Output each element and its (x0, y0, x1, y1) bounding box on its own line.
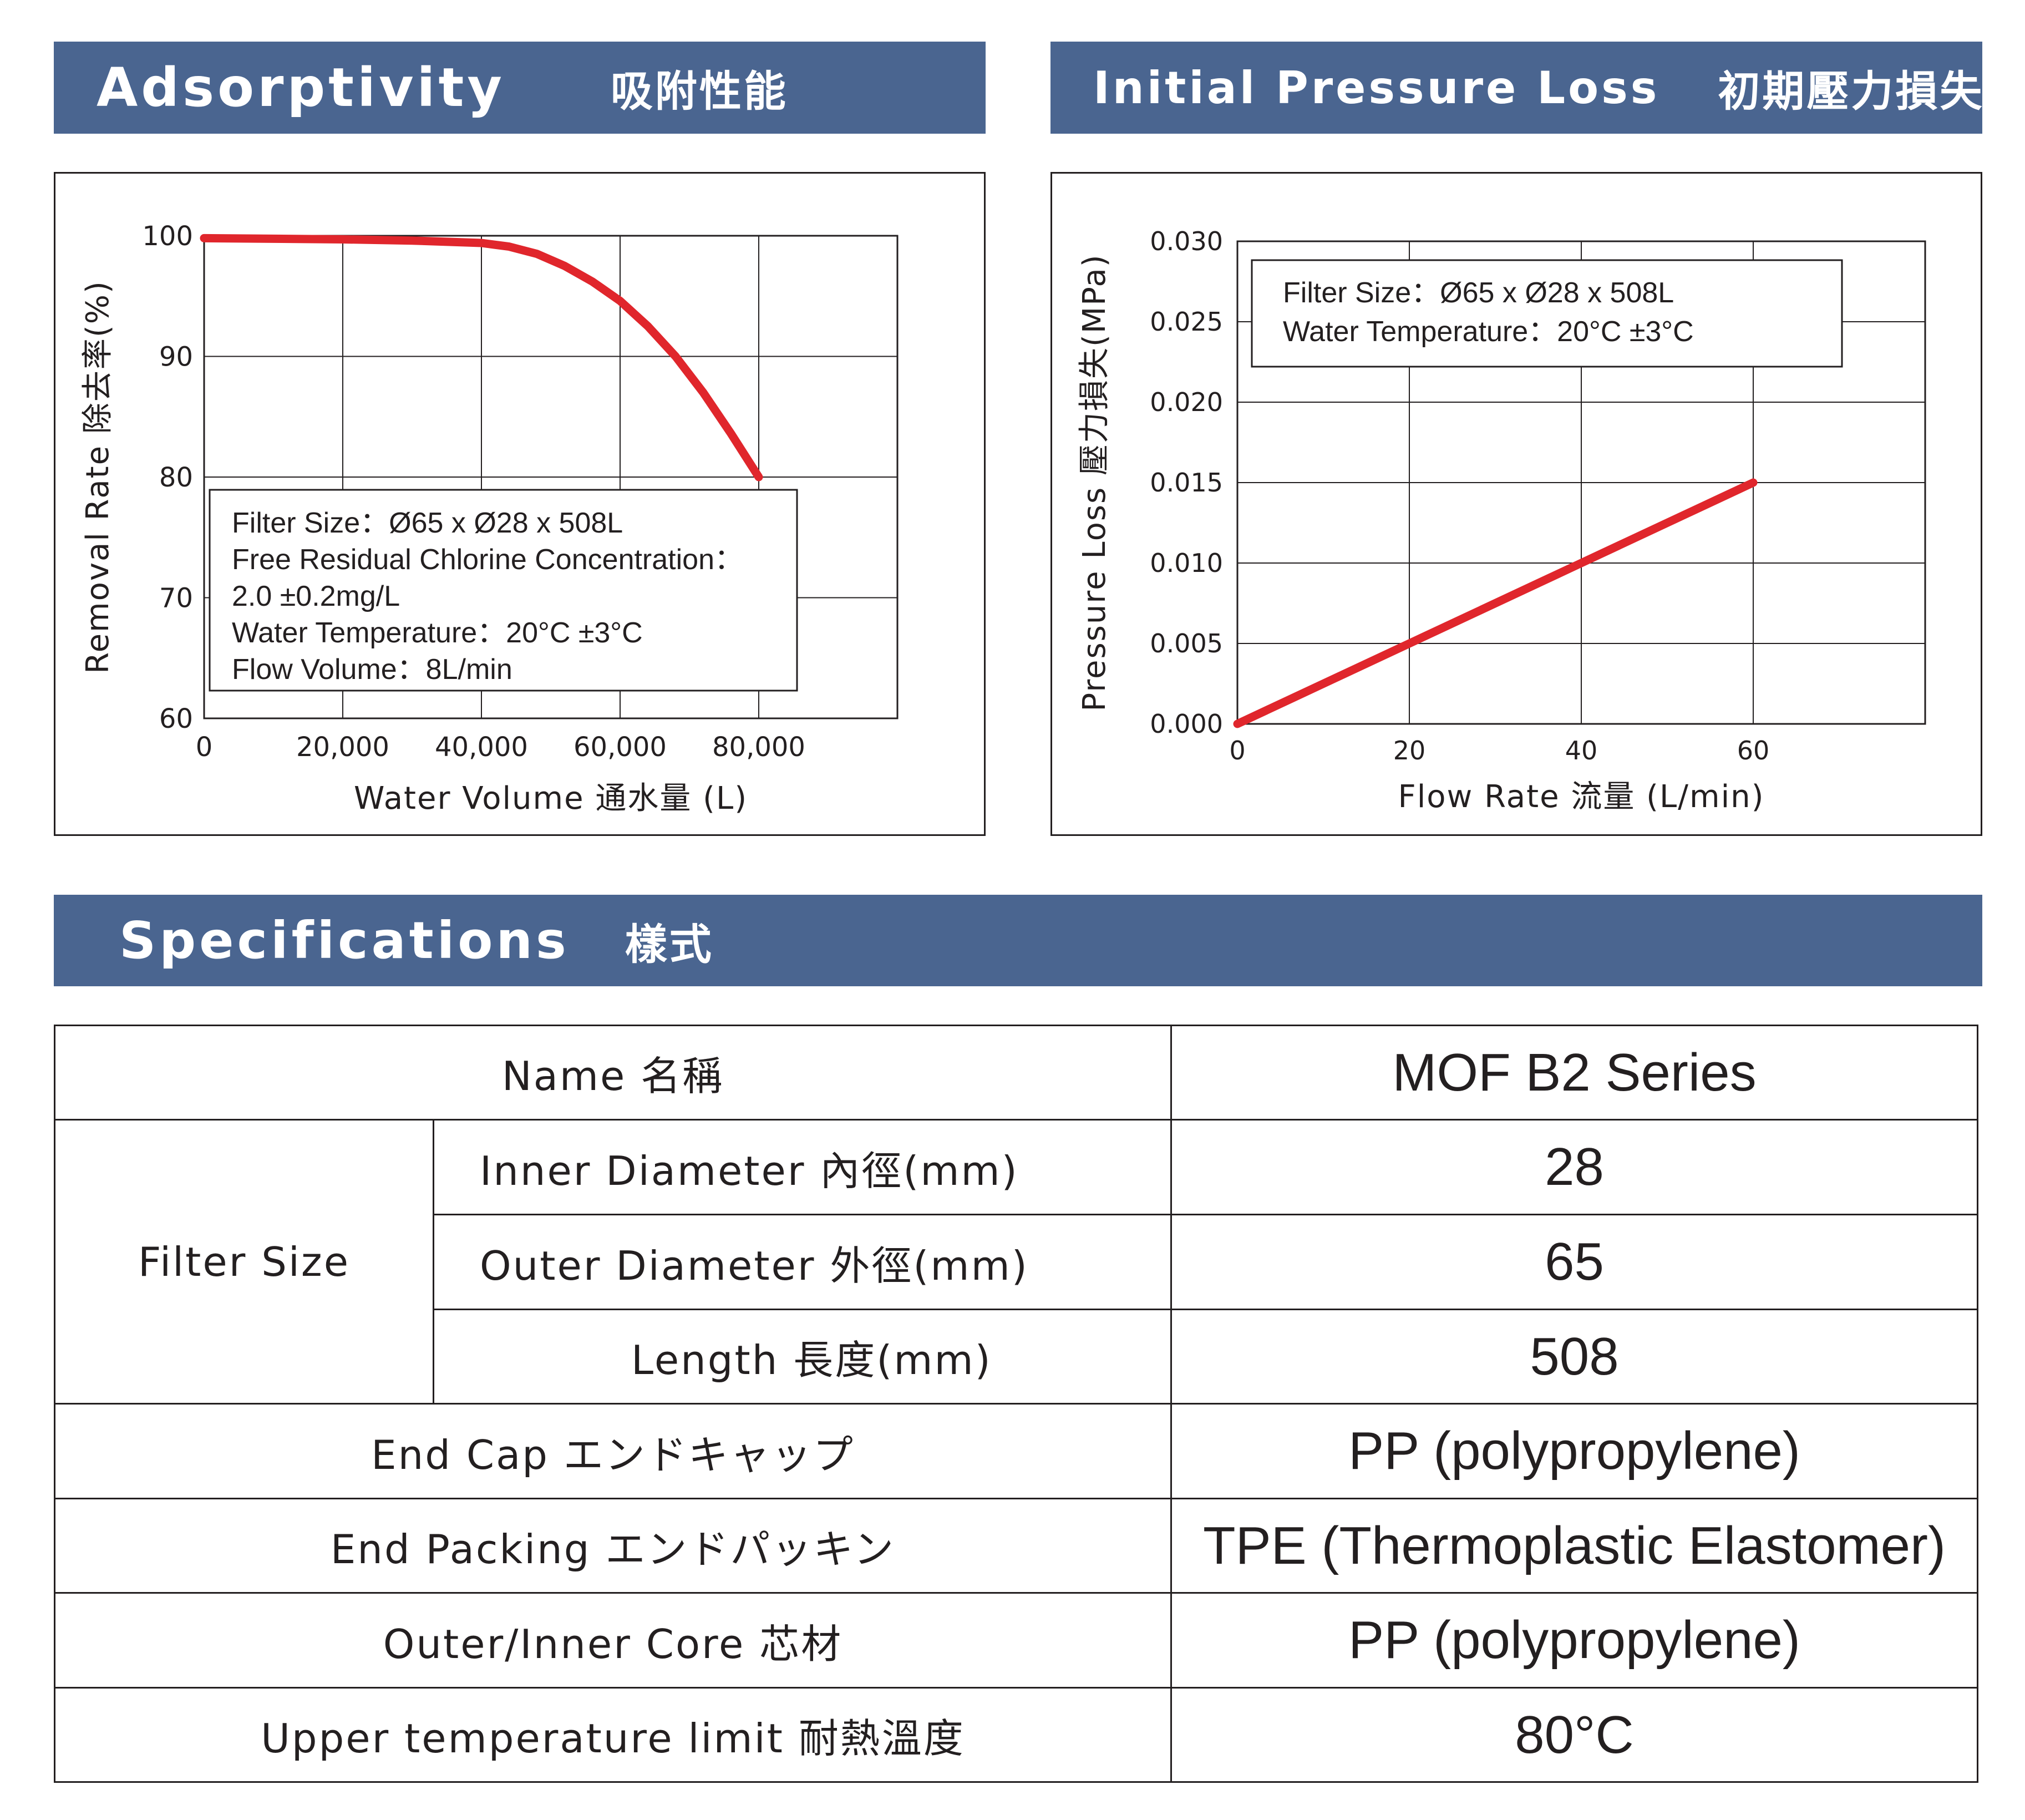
y-tick-label: 0.020 (1150, 387, 1223, 417)
legend-text: Filter Size：Ø65 x Ø28 x 508L (1283, 277, 1674, 309)
y-tick-label: 0.005 (1150, 628, 1223, 658)
outer-diameter-value: 65 (1170, 1214, 1978, 1310)
y-tick-label: 0.015 (1150, 468, 1223, 498)
adsorptivity-chart-panel: 0 20,000 40,000 60,000 80,000 60 70 80 90 100 Filt… (54, 172, 986, 836)
legend-text: 2.0 ±0.2mg/L (232, 580, 400, 612)
legend-box (1251, 259, 1843, 368)
series-line (200, 234, 763, 481)
name-value: MOF B2 Series (1170, 1025, 1978, 1121)
y-tick-label: 100 (142, 221, 193, 252)
pressure-title: Initial Pressure Loss (1093, 62, 1660, 114)
pressure-chart: 0 20 40 60 0.000 0.005 0.010 0.015 0.020 0.025 0.0… (1077, 226, 1926, 815)
x-tick-label: 20 (1393, 736, 1426, 765)
name-label: Name 名稱 (54, 1025, 1172, 1121)
spec-row-packing: End Packing エンドパッキン TPE (Thermoplastic E… (54, 1498, 1978, 1594)
legend-text: Water Temperature：20°C ±3°C (1283, 316, 1694, 348)
x-tick-label: 60 (1737, 736, 1770, 765)
y-tick-label: 90 (159, 341, 193, 372)
core-value: PP (polypropylene) (1170, 1592, 1978, 1689)
end-cap-value: PP (polypropylene) (1170, 1403, 1978, 1499)
length-label: Length 長度(mm) (433, 1309, 1172, 1405)
y-tick-label: 60 (159, 703, 193, 734)
outer-diameter-label: Outer Diameter 外徑(mm) (433, 1214, 1172, 1310)
specifications-banner: Specifications 樣式 (54, 895, 1982, 986)
temperature-limit-value: 80°C (1170, 1687, 1978, 1783)
spec-row-length: Length 長度(mm) 508 (55, 1309, 1978, 1405)
spec-row-core: Outer/Inner Core 芯材 PP (polypropylene) (54, 1592, 1978, 1689)
spec-row-outer: Outer Diameter 外徑(mm) 65 (55, 1214, 1978, 1310)
x-tick-label: 60,000 (574, 732, 667, 763)
inner-diameter-label: Inner Diameter 內徑(mm) (433, 1119, 1172, 1215)
x-axis-label: Flow Rate 流量 (L/min) (1398, 779, 1764, 815)
length-value: 508 (1170, 1309, 1978, 1405)
spec-row-name: Name 名稱 MOF B2 Series (54, 1025, 1978, 1121)
spec-row-inner: Filter Size Inner Diameter 內徑(mm) 28 (54, 1119, 1978, 1405)
adsorptivity-banner: Adsorptivity 吸附性能 (54, 42, 986, 134)
specifications-title: Specifications (119, 911, 570, 970)
y-tick-label: 70 (159, 582, 193, 614)
x-tick-label: 80,000 (712, 732, 805, 763)
x-tick-label: 40 (1565, 736, 1598, 765)
x-tick-label: 20,000 (296, 732, 389, 763)
y-tick-label: 0.010 (1150, 548, 1223, 578)
core-label: Outer/Inner Core 芯材 (54, 1592, 1172, 1689)
x-tick-label: 0 (196, 732, 213, 763)
filter-size-label: Filter Size (54, 1119, 434, 1405)
specifications-title-zh: 樣式 (625, 919, 714, 969)
inner-diameter-value: 28 (1170, 1119, 1978, 1215)
y-tick-label: 0.000 (1150, 709, 1223, 739)
end-cap-label: End Cap エンドキャップ (54, 1403, 1172, 1499)
pressure-banner: Initial Pressure Loss 初期壓力損失 (1050, 42, 1982, 134)
adsorptivity-title-zh: 吸附性能 (610, 67, 788, 116)
x-axis-label: Water Volume 通水量 (L) (354, 780, 748, 817)
legend-text: Filter Size：Ø65 x Ø28 x 508L (232, 507, 623, 539)
end-packing-value: TPE (Thermoplastic Elastomer) (1170, 1498, 1978, 1594)
x-tick-label: 0 (1229, 736, 1245, 765)
series-line (1233, 478, 1758, 728)
legend-box (209, 489, 798, 692)
y-tick-label: 0.030 (1150, 226, 1223, 256)
legend-text: Water Temperature：20°C ±3°C (232, 617, 643, 649)
spec-row-endcap: End Cap エンドキャップ PP (polypropylene) (54, 1403, 1978, 1499)
y-tick-label: 80 (159, 462, 193, 493)
y-axis-label: Pressure Loss 壓力損失(MPa) (1077, 254, 1113, 711)
legend-text: Free Residual Chlorine Concentration： (232, 544, 743, 576)
pressure-title-zh: 初期壓力損失 (1718, 67, 1985, 116)
adsorptivity-title: Adsorptivity (97, 57, 505, 119)
legend-text: Flow Volume：8L/min (232, 653, 512, 686)
end-packing-label: End Packing エンドパッキン (54, 1498, 1172, 1594)
temperature-limit-label: Upper temperature limit 耐熱溫度 (54, 1687, 1172, 1783)
x-tick-label: 40,000 (435, 732, 528, 763)
pressure-chart-panel: 0 20 40 60 0.000 0.005 0.010 0.015 0.020 0.025 0.0… (1050, 172, 1982, 836)
adsorptivity-chart: 0 20,000 40,000 60,000 80,000 60 70 80 90 100 Filt… (80, 221, 899, 817)
spec-row-temperature: Upper temperature limit 耐熱溫度 80°C (54, 1687, 1978, 1783)
specifications-table: Name 名稱 MOF B2 Series Filter Size Inner … (54, 1025, 1978, 1783)
y-axis-label: Removal Rate 除去率(%) (80, 280, 116, 674)
y-tick-label: 0.025 (1150, 307, 1223, 337)
